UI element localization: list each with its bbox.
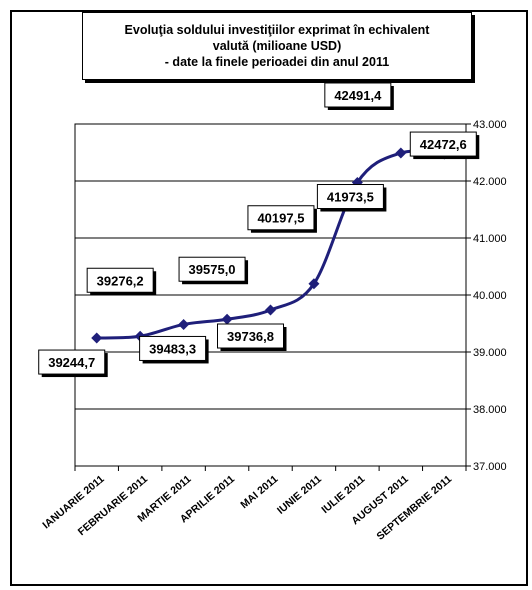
data-label: 39736,8 [227,329,274,344]
data-label-box [409,131,477,157]
plot-area-border [74,123,467,467]
y-tick-label: 37.000 [473,461,507,473]
data-label-box [178,256,246,282]
data-label: 39276,2 [97,273,144,288]
chart-frame [10,10,528,586]
data-label: 42472,6 [420,137,467,152]
data-point-marker [221,313,233,325]
data-label: 40197,5 [257,211,304,226]
chart-title-box: Evoluţia soldului investiţiilor exprimat… [82,12,472,80]
data-point-marker [178,318,190,330]
data-point-marker [265,304,276,316]
data-label-box [139,335,207,361]
y-tick-label: 41.000 [473,233,507,245]
data-labels: 39244,7 39276,2 39483,3 39575,0 39736,8 40197… [38,82,480,378]
y-tick-label: 39.000 [473,347,507,359]
data-point-marker [395,147,407,159]
data-label: 39244,7 [48,355,95,370]
axes [74,123,471,471]
data-label-box [316,184,384,210]
data-label: 41973,5 [327,190,374,205]
data-label-box [86,267,154,293]
y-tick-label: 40.000 [473,290,507,302]
data-label: 42491,4 [334,88,382,103]
data-label-box [38,349,106,375]
data-label-box [247,205,315,231]
data-label-box [217,323,284,349]
chart-title: Evoluţia soldului investiţiilor exprimat… [124,23,430,69]
data-label-box [324,82,392,108]
data-label: 39575,0 [189,262,236,277]
data-point-marker [91,332,103,344]
data-point-marker [308,278,320,290]
data-markers [91,147,450,344]
x-tick-label: MAI 2011 [238,473,280,511]
data-label: 39483,3 [149,341,196,356]
y-tick-label: 43.000 [473,119,507,131]
x-tick-label: IUNIE 2011 [275,473,324,517]
y-tick-labels: 37.000 38.000 39.000 40.000 41.000 42.000 43.0… [473,119,507,473]
x-tick-label: SEPTEMBRIE 2011 [375,473,455,543]
y-tick-label: 42.000 [473,176,507,188]
y-tick-label: 38.000 [473,404,507,416]
